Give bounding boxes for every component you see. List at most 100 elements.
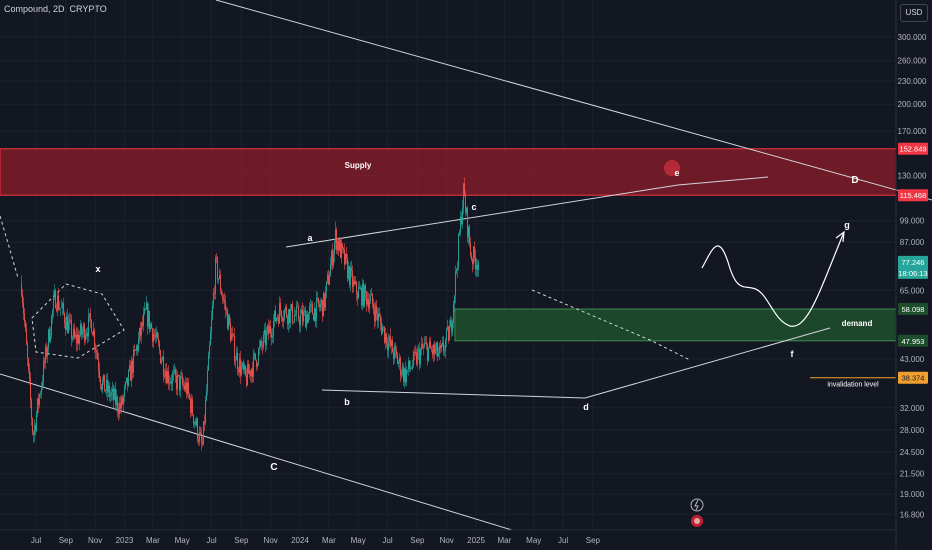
candle-body: [236, 352, 238, 361]
candle-body: [214, 292, 216, 294]
candle-body: [26, 328, 28, 345]
price-badge: [898, 189, 928, 202]
candle-body: [25, 321, 27, 329]
candle-body: [155, 336, 157, 338]
y-tick-label: 87.000: [900, 238, 925, 247]
candle-body: [459, 232, 461, 235]
candle-body: [398, 362, 400, 364]
candle-body: [306, 314, 308, 328]
candle-body: [168, 371, 170, 384]
candle-body: [322, 300, 324, 317]
candle-body: [191, 399, 193, 413]
candle-body: [85, 335, 87, 341]
candle-body: [272, 335, 274, 338]
candle-body: [314, 308, 316, 321]
y-tick-label: 170.000: [898, 127, 927, 136]
candle-body: [402, 366, 404, 375]
candle-body: [330, 264, 332, 277]
candle-body: [422, 344, 424, 348]
candle-body: [364, 285, 366, 307]
price-badge-label: 18:06:13: [898, 269, 927, 278]
candle-body: [284, 309, 286, 319]
candle-body: [263, 334, 265, 347]
candle-body: [68, 321, 70, 334]
candle-body: [38, 398, 40, 405]
price-axis[interactable]: 300.000 260.000 230.000 200.000 170.000 130.0…: [895, 0, 928, 550]
candle-body: [447, 326, 449, 330]
price-badge-label: 47.953: [902, 337, 925, 346]
candle-body: [458, 234, 460, 268]
candle-body: [139, 328, 141, 339]
candle-body: [474, 246, 476, 258]
candle-body: [166, 370, 168, 384]
candle-body: [372, 293, 374, 305]
candle-body: [257, 364, 259, 367]
candle-body: [172, 374, 174, 384]
candle-body: [127, 377, 129, 386]
candle-body: [320, 303, 322, 308]
x-tick-label: 2024: [291, 536, 309, 545]
candle-body: [321, 300, 323, 304]
candle-body: [368, 299, 370, 309]
candle-body: [158, 338, 160, 344]
candle-body: [106, 380, 108, 391]
currency-selector[interactable]: USD: [900, 4, 928, 22]
candle-body: [159, 343, 161, 351]
candle-body: [346, 253, 348, 259]
candle-body: [89, 313, 91, 316]
candle-body: [454, 295, 456, 305]
time-axis[interactable]: Jul Sep Nov 2023 Mar May Jul Sep Nov 2024 Mar May Ju…: [0, 529, 896, 545]
candle-body: [243, 363, 245, 370]
wave-label-b: b: [344, 397, 350, 407]
candle-body: [431, 348, 433, 350]
wave-label-g: g: [844, 220, 850, 230]
supply-zone-label: Supply: [345, 161, 372, 170]
candle-body: [211, 318, 213, 333]
x-tick-label: Mar: [322, 536, 336, 545]
wave-label-d: d: [583, 402, 589, 412]
x-tick-label: Sep: [586, 536, 601, 545]
candle-body: [342, 243, 344, 248]
candle-body: [385, 333, 387, 343]
top-marker-circle: [664, 160, 680, 176]
candle-body: [187, 382, 189, 395]
candle-body: [471, 255, 473, 260]
candle-body: [167, 371, 169, 384]
candle-body: [78, 334, 80, 344]
trendline: [285, 184, 679, 248]
candle-body: [450, 320, 452, 327]
candle-body: [421, 344, 423, 351]
candle-body: [51, 315, 53, 336]
candle-body: [400, 357, 402, 376]
candle-body: [437, 342, 439, 357]
candle-body: [107, 380, 109, 393]
invalidation-label: invalidation level: [827, 382, 879, 389]
candle-body: [174, 369, 176, 372]
x-tick-label: Mar: [146, 536, 160, 545]
candle-body: [238, 369, 240, 373]
candle-body: [196, 418, 198, 426]
candle-body: [390, 336, 392, 347]
candle-body: [150, 323, 152, 330]
candle-body: [153, 334, 155, 342]
candle-body: [251, 368, 253, 377]
candle-body: [40, 393, 42, 395]
candle-body: [355, 281, 357, 284]
candle-body: [220, 275, 222, 291]
candle-body: [113, 388, 115, 400]
candle-body: [223, 298, 225, 300]
candle-body: [253, 354, 255, 377]
candle-body: [448, 326, 450, 341]
candle-body: [95, 347, 97, 351]
candle-body: [88, 315, 90, 337]
candle-body: [472, 259, 474, 265]
candle-body: [160, 350, 162, 364]
candle-body: [175, 369, 177, 376]
candle-body: [446, 329, 448, 341]
candle-body: [311, 304, 313, 306]
candle-body: [262, 345, 264, 347]
candle-body: [445, 340, 447, 351]
candle-body: [114, 388, 116, 400]
candle-body: [397, 354, 399, 364]
